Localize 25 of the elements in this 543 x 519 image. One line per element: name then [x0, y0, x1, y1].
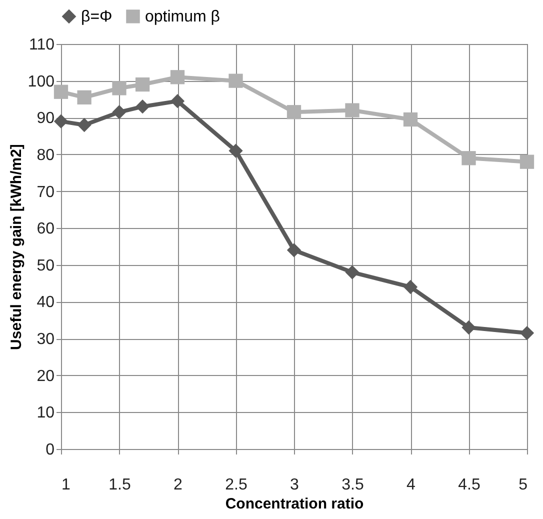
- y-tick-label: 0: [46, 442, 55, 458]
- x-tick-label: 2.5: [225, 476, 248, 494]
- legend-label: β=Φ: [81, 8, 112, 26]
- x-tick-label: 1.5: [108, 476, 131, 494]
- y-tick-label: 100: [28, 73, 55, 90]
- y-tick-label: 70: [36, 184, 55, 201]
- y-tick-label: 60: [36, 220, 55, 238]
- x-tick-label: 4.5: [458, 476, 480, 494]
- x-tick-label: 1: [62, 476, 70, 494]
- x-tick-label: 3.5: [342, 476, 364, 494]
- y-tick-label: 20: [36, 368, 55, 385]
- y-axis-title: Useful energy gain [kWh/m2]: [8, 144, 25, 350]
- y-tick-label: 30: [36, 331, 55, 348]
- x-tick-label: 4: [406, 476, 416, 494]
- y-tick-label: 10: [36, 404, 55, 422]
- y-tick-label: 90: [36, 110, 55, 128]
- y-tick-label: 40: [36, 294, 55, 312]
- x-tick-label: 5: [518, 476, 528, 494]
- y-tick-label: 80: [36, 146, 55, 164]
- legend-label: optimum β: [145, 8, 220, 26]
- y-tick-label: 50: [36, 257, 55, 274]
- x-tick-label: 3: [290, 476, 300, 494]
- x-tick-label: 2: [174, 476, 183, 494]
- x-axis-title: Concentration ratio: [225, 496, 364, 512]
- y-tick-label: 110: [28, 36, 55, 54]
